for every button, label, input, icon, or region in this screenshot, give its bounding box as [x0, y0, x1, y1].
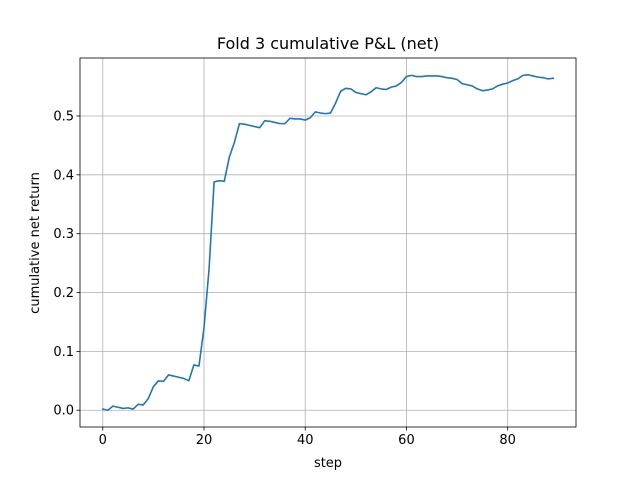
- y-tick-label: 0.2: [53, 286, 74, 301]
- plot-frame: [79, 57, 577, 428]
- y-tick-label: 0.0: [53, 404, 74, 419]
- chart-title: Fold 3 cumulative P&L (net): [217, 34, 439, 53]
- y-tick-label: 0.5: [53, 109, 74, 124]
- x-tick-label: 60: [398, 433, 415, 448]
- x-axis-label: step: [314, 456, 342, 471]
- series-layer: [101, 73, 555, 412]
- x-axis-ticks: 0 20 40 60 80: [99, 427, 516, 448]
- x-tick-label: 40: [297, 433, 314, 448]
- y-axis-ticks: 0.0 0.1 0.2 0.3 0.4 0.5: [53, 109, 80, 419]
- series-line: [101, 73, 555, 412]
- y-tick-label: 0.4: [53, 168, 74, 183]
- y-axis-label: cumulative net return: [28, 172, 43, 314]
- y-tick-label: 0.1: [53, 345, 74, 360]
- y-tick-label: 0.3: [53, 227, 74, 242]
- x-tick-label: 0: [99, 433, 107, 448]
- x-tick-label: 80: [499, 433, 516, 448]
- x-tick-label: 20: [196, 433, 213, 448]
